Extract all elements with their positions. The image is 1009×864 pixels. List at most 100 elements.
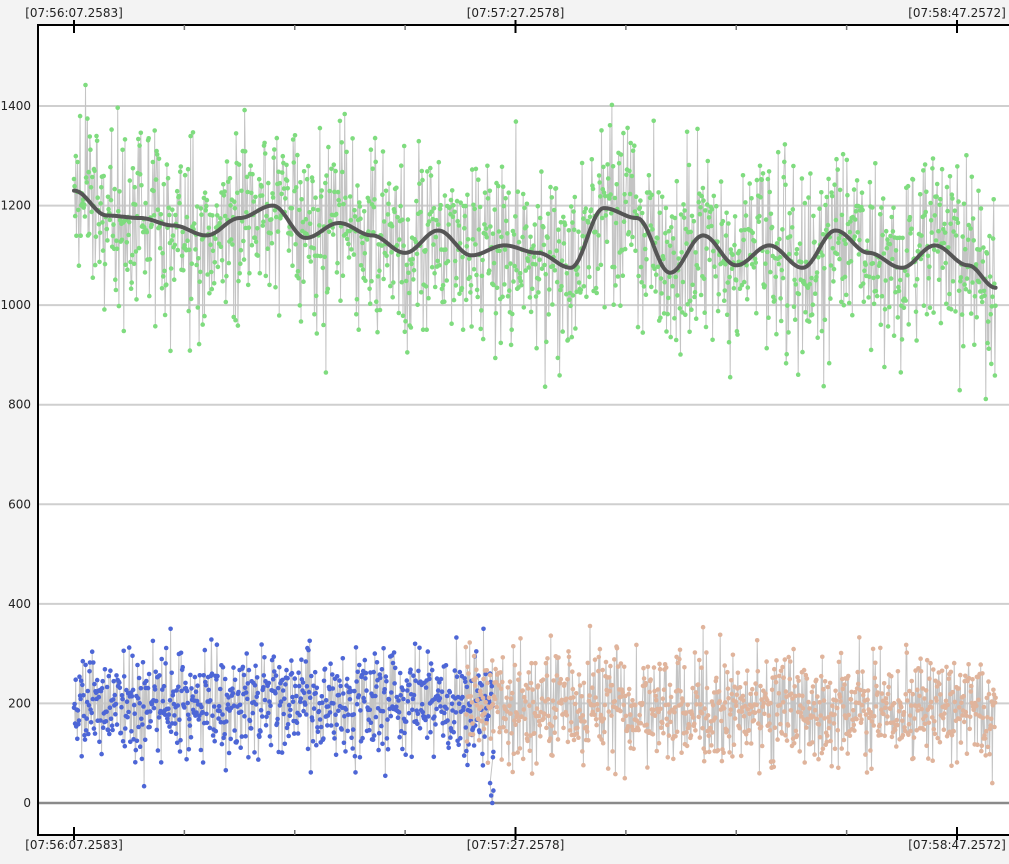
data-point [957,387,962,393]
data-point [510,311,515,317]
data-point [485,760,491,766]
data-point [187,348,193,353]
data-point [805,720,811,726]
data-point [204,711,209,717]
data-point [357,755,363,760]
data-point [491,282,496,288]
data-point [247,270,252,276]
data-point [195,305,201,310]
data-point [236,689,241,695]
data-point [298,696,304,701]
data-point [656,190,661,195]
data-point [568,204,574,209]
data-point [413,239,419,245]
data-point [80,658,86,664]
data-point [396,698,401,703]
data-point [489,683,495,689]
data-point [451,203,456,208]
data-point [561,725,566,731]
data-point [956,686,961,691]
data-point [812,291,818,297]
data-point [357,204,363,209]
data-point [868,710,874,715]
data-point [778,721,783,727]
data-point [817,734,823,740]
data-point [867,179,873,185]
data-point [311,246,317,251]
data-point [303,659,309,664]
data-point [250,171,255,177]
data-point [204,720,210,726]
data-point [834,705,840,711]
data-point [128,286,134,292]
data-point [482,734,487,739]
data-point [406,290,412,296]
data-point [653,693,658,699]
data-point [594,722,599,728]
data-point [113,277,118,283]
data-point [632,143,637,148]
data-point [232,677,238,683]
data-point [814,716,820,722]
data-point [348,217,354,223]
data-point [75,736,80,742]
data-point [754,638,760,643]
data-point [690,282,695,288]
data-point [858,687,863,693]
data-point [827,680,833,686]
data-point [317,223,322,228]
data-point [701,198,706,203]
data-point [172,721,178,726]
data-point [772,666,777,672]
data-point [160,250,165,256]
data-point [756,708,762,714]
data-point [791,304,797,310]
data-point [437,696,443,701]
data-point [268,703,273,708]
data-point [860,207,865,213]
data-point [513,722,518,728]
data-point [480,751,485,757]
data-point [888,276,894,281]
data-point [653,289,658,294]
data-point [859,702,865,708]
data-point [841,302,847,308]
data-point [266,710,271,716]
data-point [114,673,119,678]
data-point [874,683,879,689]
data-point [548,184,553,190]
data-point [277,703,283,708]
data-point [871,301,877,307]
data-point [587,214,593,220]
data-point [752,710,758,716]
data-point [668,719,673,725]
data-point [189,686,194,691]
data-point [954,760,960,765]
data-point [988,312,993,317]
data-point [170,207,175,212]
data-point [746,728,752,733]
data-point [873,704,879,709]
data-point [534,345,539,351]
data-point [914,728,919,733]
data-point [224,159,230,164]
data-point [99,185,104,190]
data-point [581,284,587,289]
data-point [512,718,517,723]
data-point [434,217,439,223]
data-point [247,718,253,724]
data-point [97,259,102,265]
data-point [212,738,217,744]
data-point [368,720,374,725]
data-point [456,701,462,706]
data-point [308,770,314,775]
data-point [285,186,291,191]
data-point [209,671,215,676]
data-point [847,229,853,235]
data-point [717,699,722,704]
data-point [534,761,539,766]
data-point [444,278,450,283]
data-point [352,214,358,219]
data-point [463,297,469,303]
data-point [911,735,917,740]
